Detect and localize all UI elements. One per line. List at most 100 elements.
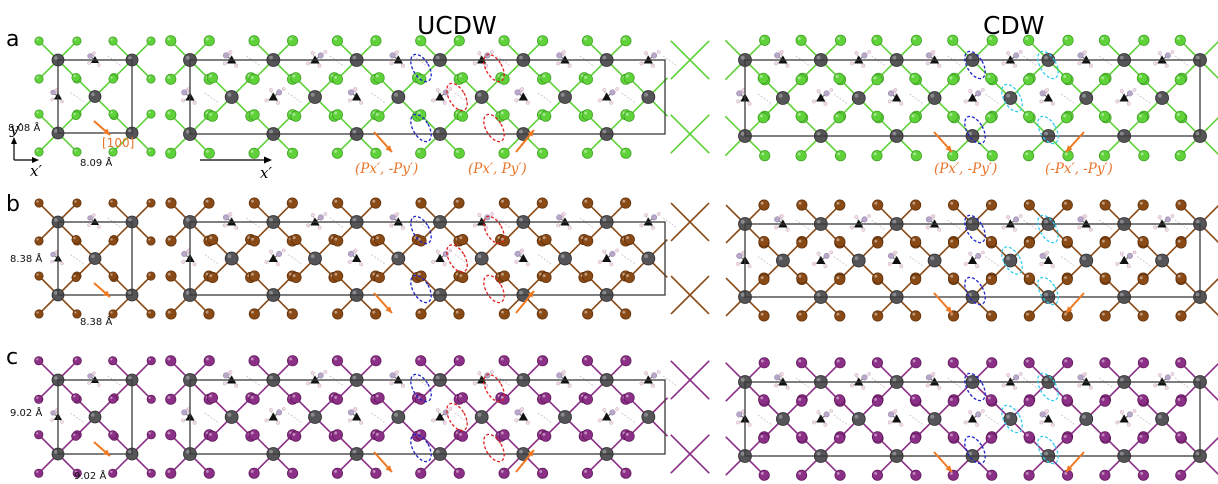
nitrogen-atom xyxy=(609,89,616,96)
halide-atom-highlight xyxy=(148,149,151,152)
halide-atom-highlight xyxy=(334,310,338,314)
halide-atom xyxy=(796,272,808,284)
halide-atom xyxy=(34,109,44,119)
halide-atom-highlight xyxy=(167,75,171,79)
hydrogen-atom xyxy=(887,420,892,425)
methylammonium-molecule xyxy=(963,409,985,427)
halide-atom-highlight xyxy=(874,471,878,475)
hydrogen-atom xyxy=(867,214,871,218)
hydrogen-atom xyxy=(514,98,519,103)
nitrogen-atom xyxy=(861,52,868,59)
supercell-x-axis: x′ xyxy=(200,156,272,182)
halide-atom xyxy=(248,355,260,367)
hydrogen-bond xyxy=(107,217,122,229)
hydrogen-atom xyxy=(811,261,816,266)
nitrogen-atom xyxy=(442,409,449,416)
halide-atom xyxy=(71,272,81,283)
halide-atom-highlight xyxy=(760,238,764,242)
halide-atom-highlight xyxy=(375,432,379,436)
halide-atom-highlight xyxy=(73,112,76,116)
nitrogen-atom xyxy=(50,251,56,258)
pb-atom-highlight xyxy=(1082,414,1086,419)
hydrogen-bond xyxy=(833,414,848,426)
halide-atom xyxy=(206,72,218,84)
halide-atom xyxy=(373,72,385,84)
halide-atom xyxy=(1137,357,1149,369)
halide-atom-highlight xyxy=(289,149,293,153)
pb-atom-highlight xyxy=(310,92,315,97)
halide-atom xyxy=(1175,310,1187,322)
nitrogen-atom xyxy=(87,53,93,59)
hydrogen-bond xyxy=(1136,93,1152,105)
halide-atom xyxy=(71,110,81,121)
halide-atom xyxy=(498,467,510,479)
hydrogen-atom xyxy=(281,87,286,91)
domain-ellipse-cyan xyxy=(1037,435,1059,465)
nitrogen-atom xyxy=(442,250,449,257)
hydrogen-bond xyxy=(662,55,678,67)
hydrogen-atom xyxy=(228,50,233,54)
pb-atom-highlight xyxy=(435,449,440,454)
hydrogen-atom xyxy=(442,100,447,105)
halide-atom xyxy=(947,199,960,211)
pb-atom-highlight xyxy=(644,254,649,259)
pb-atom-highlight xyxy=(854,93,859,98)
halide-atom-highlight xyxy=(36,149,39,152)
methylammonium-molecule xyxy=(389,50,405,68)
unit-cell-outline xyxy=(189,221,666,296)
pb-atom-highlight xyxy=(269,55,274,60)
halide-atom-highlight xyxy=(148,111,151,114)
pb-atom-highlight xyxy=(778,256,783,261)
pb-x-bond xyxy=(689,294,710,315)
halide-atom-highlight xyxy=(209,74,213,78)
halide-atom-highlight xyxy=(110,111,113,114)
pb-atom-highlight xyxy=(54,56,58,60)
halide-atom-highlight xyxy=(250,395,254,399)
methylammonium-molecule xyxy=(1153,372,1175,390)
methylammonium-molecule xyxy=(639,50,661,68)
halide-atom xyxy=(453,197,465,209)
carbon-atom xyxy=(1119,93,1129,102)
hydrogen-atom xyxy=(389,223,394,228)
halide-atom-highlight xyxy=(501,237,504,241)
carbon-atom xyxy=(435,253,445,262)
pb-atom-highlight xyxy=(816,292,821,297)
halide-atom xyxy=(146,430,156,440)
hydrogen-atom xyxy=(525,262,530,267)
halide-atom xyxy=(871,395,883,407)
halide-atom xyxy=(1175,272,1187,284)
pb-x-bond xyxy=(689,59,710,80)
halide-atom-highlight xyxy=(759,75,763,78)
halide-atom xyxy=(985,235,997,248)
hydrogen-atom xyxy=(937,63,942,68)
halide-atom xyxy=(248,308,260,320)
halide-atom xyxy=(146,394,156,404)
halide-atom-highlight xyxy=(167,310,171,314)
hydrogen-bond xyxy=(1099,377,1114,389)
halide-atom xyxy=(248,393,260,405)
hydrogen-atom xyxy=(1119,89,1124,94)
halide-atom-highlight xyxy=(205,469,209,473)
methylammonium-molecule xyxy=(1077,372,1093,390)
hydrogen-bond xyxy=(662,217,678,229)
pb-atom xyxy=(851,91,866,105)
halide-atom-highlight xyxy=(837,152,841,156)
pb-atom xyxy=(88,90,102,103)
halide-atom xyxy=(985,310,998,322)
nitrogen-atom xyxy=(1077,216,1084,223)
hydrogen-atom xyxy=(234,63,239,68)
halide-atom-highlight xyxy=(501,199,504,203)
hydrogen-atom xyxy=(317,383,322,388)
halide-atom-highlight xyxy=(874,239,878,243)
hydrogen-atom xyxy=(1119,410,1124,415)
halide-atom xyxy=(203,197,215,209)
hydrogen-bond xyxy=(287,92,303,104)
hydrogen-atom xyxy=(899,101,904,106)
hydrogen-bond xyxy=(287,412,303,424)
halide-atom xyxy=(947,74,959,86)
halide-atom xyxy=(758,394,770,406)
halide-atom xyxy=(248,235,260,247)
halide-atom xyxy=(1099,237,1111,249)
nitrogen-atom xyxy=(651,372,658,379)
pb-atom-highlight xyxy=(310,254,315,259)
